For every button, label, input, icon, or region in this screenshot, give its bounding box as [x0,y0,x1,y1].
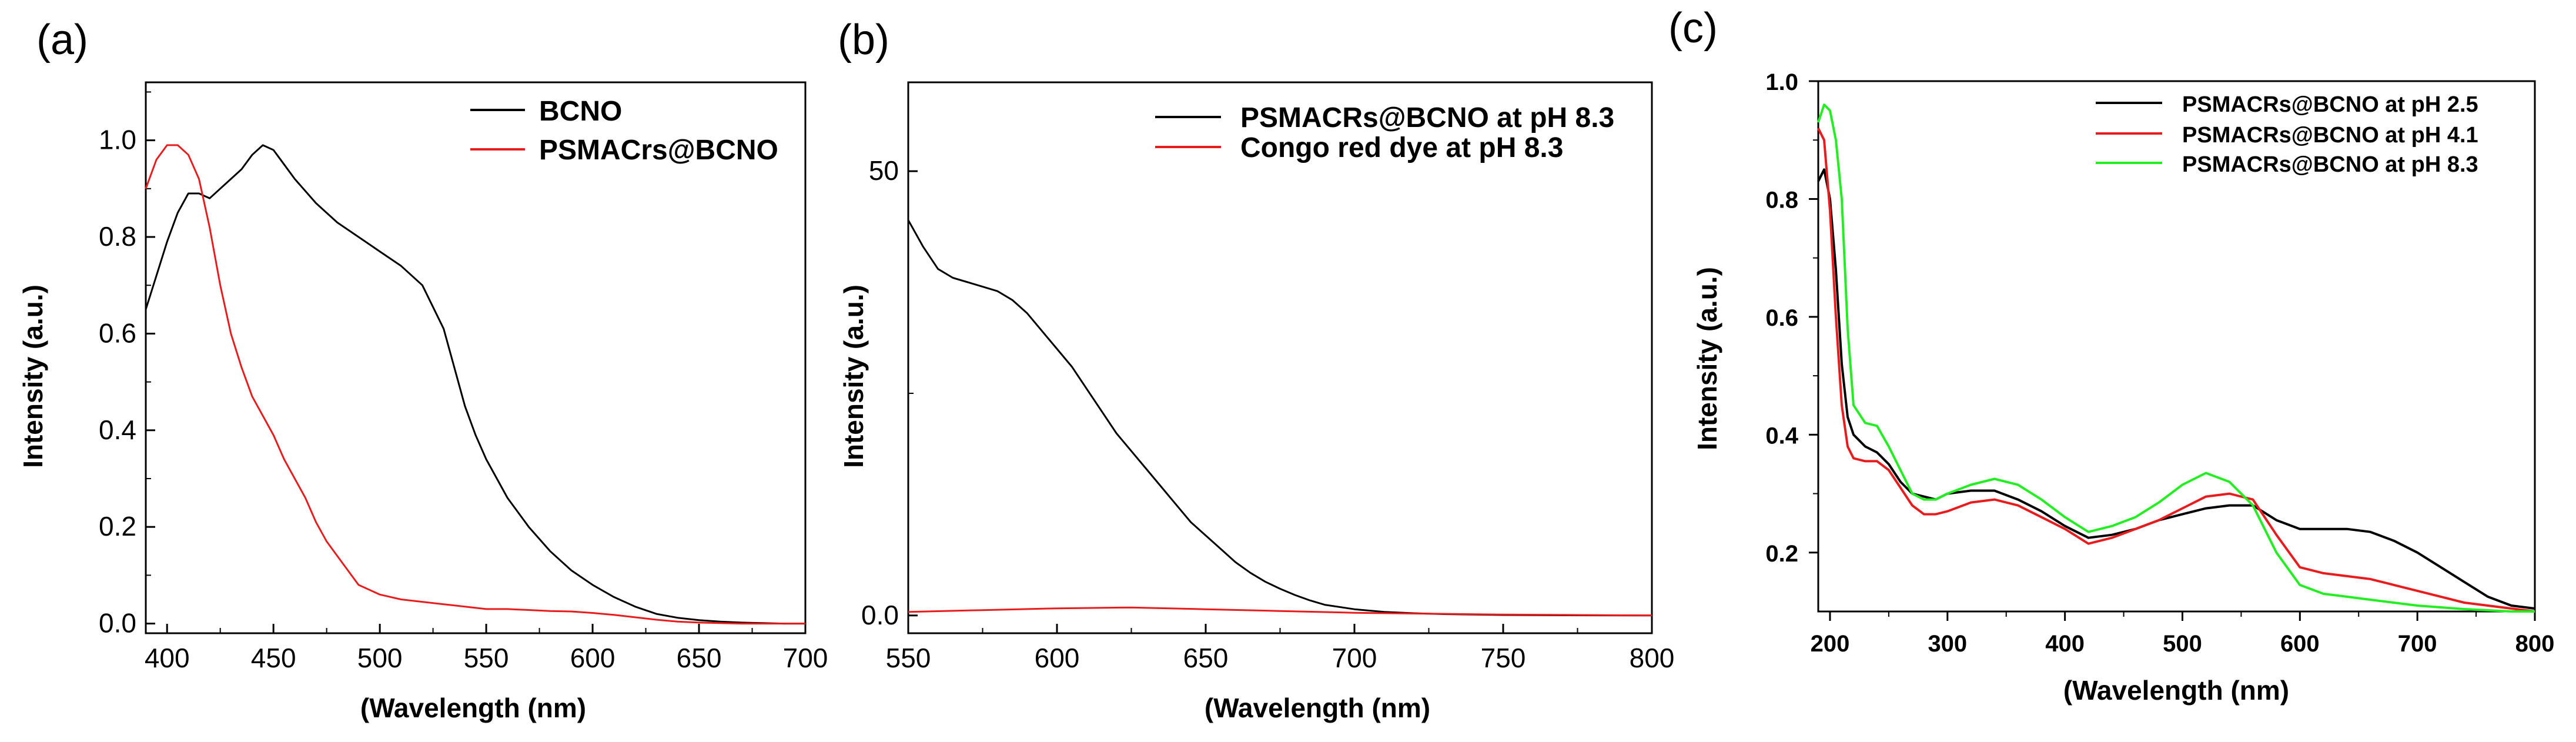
panel-b-xtick-label: 600 [1035,643,1080,673]
panel-b-plot-frame [907,81,1653,634]
panel-c-ytick-label: 0.2 [1765,541,1798,567]
panel-b-xtick-label: 700 [1332,643,1377,673]
panel-b: (b) 550 600 650 700 750 800 0.0 50 Intensity (a… [838,16,1674,723]
panel-c-series-0-line [1817,168,2535,610]
panel-a-xtick-label: 650 [677,643,722,673]
panel-c-ytick-label: 0.4 [1765,423,1798,449]
panel-b-letter: (b) [838,16,889,63]
panel-c-legend: PSMACRs@BCNO at pH 2.5 PSMACRs@BCNO at p… [2096,92,2478,177]
panel-c-ytick-label: 0.8 [1765,187,1798,213]
panel-b-ylabel: Intensity (a.u.) [838,285,869,468]
legend-label-bcno: BCNO [539,96,622,127]
panel-c-xlabel: (Wavelength (nm) [2063,675,2289,706]
panel-a: (a) 400 450 500 550 600 650 700 0.0 0.2 0.4 0.6 0.8… [18,16,828,723]
panel-c-xtick-label: 200 [1811,631,1850,657]
panel-a-xlabel: (Wavelength (nm) [360,693,586,723]
panel-a-legend: BCNO PSMACrs@BCNO [470,96,778,166]
panel-a-xtick-label: 450 [251,643,296,673]
panel-a-ytick-label: 0.8 [99,221,136,252]
panel-a-plot: 400 450 500 550 600 650 700 0.0 0.2 0.4 0.6 0.8 1.0 [99,81,828,673]
panel-c-series-2-line [1817,103,2535,613]
panel-c: (c) 200 300 400 500 600 700 800 0.2 0.4 0.6 0.8 1.0… [1668,5,2554,706]
panel-a-xtick-label: 550 [464,643,509,673]
panel-c-ylabel: Intensity (a.u.) [1692,267,1722,450]
panel-b-ytick-label: 0.0 [861,600,899,630]
legend-label-psmacrs-bcno: PSMACrs@BCNO [539,135,778,166]
panel-c-plot: 200 300 400 500 600 700 800 0.2 0.4 0.6 0.8 1.0 [1765,69,2554,657]
panel-a-xtick-label: 600 [570,643,615,673]
panel-b-xtick-label: 550 [886,643,931,673]
panel-a-xtick-label: 500 [357,643,403,673]
panel-b-series-1-line [908,606,1652,617]
panel-b-ytick-label: 50 [869,155,899,186]
panel-b-xtick-label: 750 [1481,643,1526,673]
panel-b-xtick-label: 800 [1630,643,1675,673]
panel-a-ytick-label: 0.0 [99,608,136,639]
legend-label-ph83: PSMACRs@BCNO at pH 8.3 [2182,152,2478,177]
panel-a-xtick-label: 700 [783,643,828,673]
legend-label-ph41: PSMACRs@BCNO at pH 4.1 [2182,123,2478,148]
panel-c-xtick-label: 300 [1928,631,1967,657]
panel-c-letter: (c) [1668,5,1718,52]
panel-c-xtick-label: 400 [2045,631,2085,657]
panel-a-ylabel: Intensity (a.u.) [18,285,48,468]
panel-c-ytick-label: 1.0 [1765,69,1798,95]
panel-c-xtick-label: 700 [2398,631,2437,657]
panel-b-xtick-label: 650 [1183,643,1229,673]
panel-a-series-0-line [145,144,805,625]
panel-a-letter: (a) [36,16,88,63]
panel-b-plot: 550 600 650 700 750 800 0.0 50 [861,81,1675,673]
panel-a-ytick-label: 0.2 [99,511,136,542]
panel-c-xtick-label: 600 [2280,631,2320,657]
legend-label-congo-red: Congo red dye at pH 8.3 [1240,132,1563,163]
panel-a-xtick-label: 400 [145,643,190,673]
panel-b-xlabel: (Wavelength (nm) [1205,693,1430,723]
panel-a-ytick-label: 0.6 [99,317,136,348]
panel-b-series-0-line [907,219,1652,617]
panel-a-plot-frame [145,81,807,634]
panel-c-ytick-label: 0.6 [1765,305,1798,331]
panel-c-xtick-label: 500 [2163,631,2202,657]
panel-a-ytick-label: 1.0 [99,125,136,155]
panel-c-xtick-label: 800 [2515,631,2555,657]
legend-label-ph25: PSMACRs@BCNO at pH 2.5 [2182,92,2478,117]
legend-label-psmacrs-ph83: PSMACRs@BCNO at pH 8.3 [1240,102,1614,133]
panel-b-legend: PSMACRs@BCNO at pH 8.3 Congo red dye at … [1155,102,1614,163]
panel-c-plot-frame [1817,80,2536,613]
panel-a-series-1-line [145,144,805,625]
panel-c-series-1-line [1817,128,2535,613]
panel-a-ytick-label: 0.4 [99,415,136,445]
